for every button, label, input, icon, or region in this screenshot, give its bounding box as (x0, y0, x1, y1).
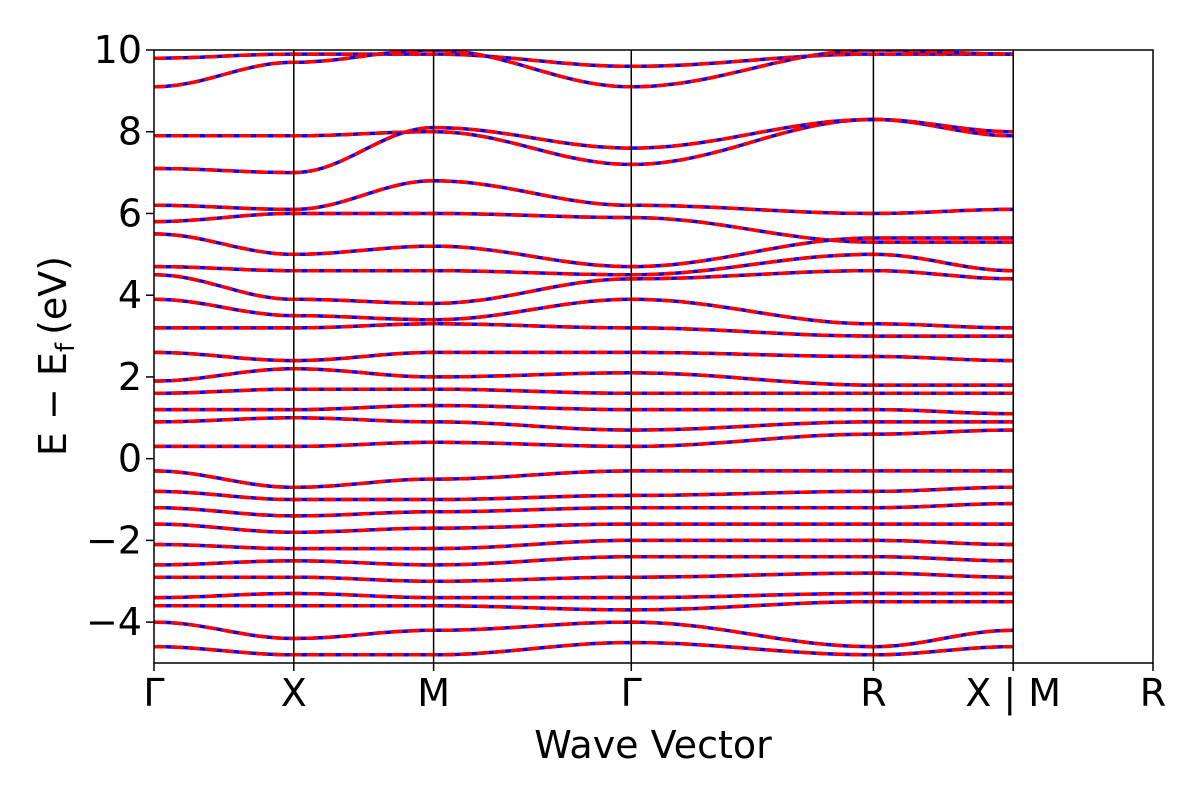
y-axis-title-subscript: f (51, 342, 81, 352)
y-tick-label: 0 (118, 437, 142, 481)
band-line-red (154, 485, 1014, 502)
y-tick-label: 6 (118, 191, 142, 235)
x-tick-label: Γ (621, 671, 642, 715)
band-line-red (154, 350, 1014, 363)
band-line-red (154, 211, 1014, 244)
y-tick-label: 4 (118, 273, 142, 317)
y-axis-title-unit: (eV) (31, 256, 75, 335)
band-line-red (154, 297, 1014, 330)
plot-frame (153, 49, 1154, 664)
plot-area (154, 50, 1153, 663)
band-line-red (154, 268, 1014, 306)
y-axis: −4 −2 0 2 4 6 8 10 (86, 28, 154, 644)
band-line-red (154, 640, 1014, 657)
band-line-red (154, 591, 1014, 600)
y-tick-label: 10 (94, 28, 142, 72)
band-line-red (154, 501, 1014, 518)
x-axis: Γ X M Γ R X | M R (143, 663, 1166, 716)
x-tick-label: X | M (965, 671, 1061, 716)
band-line-red (154, 522, 1014, 534)
x-tick-label: R (860, 671, 886, 715)
bands-group (154, 50, 1014, 657)
y-tick-label: 2 (118, 355, 142, 399)
band-line-red (154, 620, 1014, 649)
y-tick-label: −4 (86, 600, 142, 644)
band-line-red (154, 469, 1014, 490)
band-line-red (154, 117, 1014, 175)
x-tick-label: M (417, 671, 450, 715)
band-line-red (154, 538, 1014, 551)
y-tick-label: −2 (86, 518, 142, 562)
kpoint-lines-group (293, 50, 1014, 663)
x-tick-label: R (1140, 671, 1166, 715)
band-line-red (154, 416, 1014, 432)
band-line-red (154, 403, 1014, 416)
band-line-red (154, 571, 1014, 584)
band-line-red (154, 599, 1014, 612)
y-axis-title: E − Ef (eV) (31, 256, 81, 456)
band-line-red (154, 367, 1014, 387)
x-tick-label: X (281, 671, 307, 715)
band-line-red (154, 252, 1014, 277)
band-line-red (154, 428, 1014, 449)
band-line-red (154, 554, 1014, 567)
band-line-red (154, 52, 1014, 69)
x-axis-title: Wave Vector (534, 723, 772, 767)
y-tick-label: 8 (118, 110, 142, 154)
band-line-red (154, 179, 1014, 216)
band-line-red (154, 387, 1014, 396)
y-axis-title-main: E − E (31, 352, 75, 456)
band-line-red (154, 322, 1014, 338)
x-tick-label: Γ (143, 671, 164, 715)
band-line-red (154, 232, 1014, 269)
